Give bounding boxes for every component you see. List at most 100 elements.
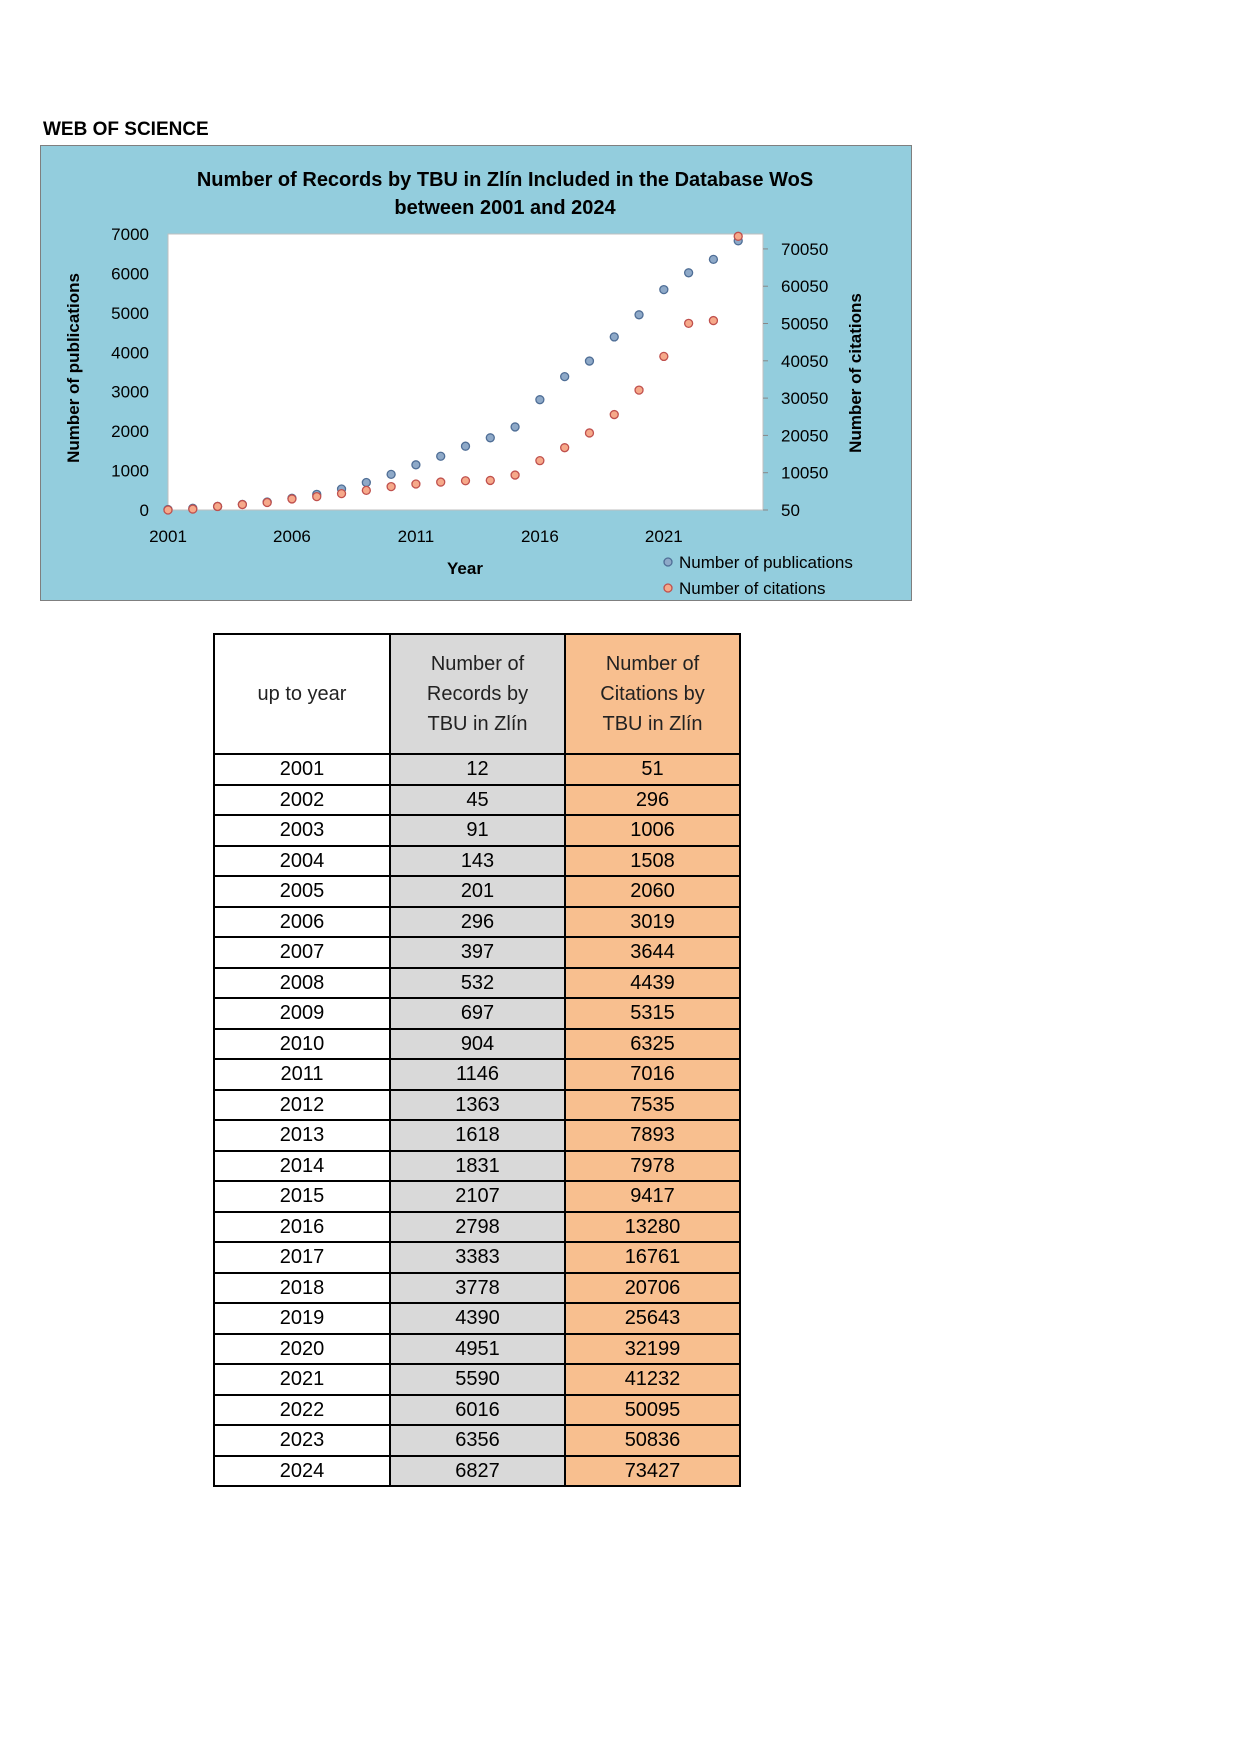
cell-records: 1363 [389, 1088, 566, 1121]
cell-citations: 3644 [564, 936, 741, 969]
cell-year: 2001 [213, 753, 391, 786]
y-tick-label: 5000 [111, 304, 149, 323]
cell-year: 2003 [213, 814, 391, 847]
table-row: 2020 4951 32199 [213, 1332, 741, 1365]
cell-citations: 73427 [564, 1454, 741, 1487]
table-row: 2008 532 4439 [213, 966, 741, 999]
x-tick-label: 2001 [149, 527, 187, 546]
y2-tick-label: 20050 [781, 426, 828, 445]
cell-records: 1146 [389, 1058, 566, 1091]
data-point-publications [659, 284, 669, 295]
chart: Number of Records by TBU in Zlín Include… [40, 145, 912, 601]
data-point-publications [386, 469, 396, 480]
cell-citations: 9417 [564, 1180, 741, 1213]
cell-records: 143 [389, 844, 566, 877]
cell-citations: 1508 [564, 844, 741, 877]
cell-year: 2010 [213, 1027, 391, 1060]
table-row: 2004 143 1508 [213, 844, 741, 877]
table-row: 2007 397 3644 [213, 936, 741, 969]
y-tick-label: 3000 [111, 383, 149, 402]
data-point-publications [460, 441, 471, 451]
table-row: 2018 3778 20706 [213, 1271, 741, 1304]
cell-citations: 7978 [564, 1149, 741, 1182]
header-year: up to year [213, 633, 391, 755]
table-row: 2013 1618 7893 [213, 1119, 741, 1152]
cell-citations: 13280 [564, 1210, 741, 1243]
cell-year: 2019 [213, 1302, 391, 1335]
table-row: 2014 1831 7978 [213, 1149, 741, 1182]
table-row: 2001 12 51 [213, 753, 741, 786]
data-point-citations [361, 485, 371, 496]
y-tick-label: 1000 [111, 462, 149, 481]
cell-year: 2017 [213, 1241, 391, 1274]
table-row: 2024 6827 73427 [213, 1454, 741, 1487]
cell-citations: 32199 [564, 1332, 741, 1365]
table-row: 2017 3383 16761 [213, 1241, 741, 1274]
cell-year: 2008 [213, 966, 391, 999]
cell-citations: 4439 [564, 966, 741, 999]
data-point-publications [683, 268, 694, 278]
legend-label: Number of citations [679, 579, 825, 598]
table-row: 2005 201 2060 [213, 875, 741, 908]
cell-citations: 41232 [564, 1363, 741, 1396]
cell-citations: 2060 [564, 875, 741, 908]
data-point-citations [436, 477, 446, 487]
data-point-citations [485, 475, 495, 486]
cell-records: 6827 [389, 1454, 566, 1487]
data-point-citations [708, 315, 719, 326]
table-row: 2015 2107 9417 [213, 1180, 741, 1213]
y2-axis-label: Number of citations [846, 293, 865, 453]
data-point-publications [361, 477, 371, 488]
cell-records: 4390 [389, 1302, 566, 1335]
x-tick-label: 2006 [273, 527, 311, 546]
table-row: 2006 296 3019 [213, 905, 741, 938]
table-row: 2016 2798 13280 [213, 1210, 741, 1243]
cell-year: 2011 [213, 1058, 391, 1091]
y-tick-label: 0 [140, 501, 149, 520]
cell-year: 2002 [213, 783, 391, 816]
data-point-publications [485, 433, 495, 443]
table-row: 2011 1146 7016 [213, 1058, 741, 1091]
cell-citations: 7016 [564, 1058, 741, 1091]
data-point-citations [312, 491, 322, 502]
chart-title-line: between 2001 and 2024 [394, 197, 616, 219]
data-point-citations [336, 488, 347, 499]
data-point-citations [411, 479, 421, 489]
y-tick-label: 6000 [111, 264, 149, 283]
y-tick-label: 7000 [111, 225, 149, 244]
cell-citations: 6325 [564, 1027, 741, 1060]
table-row: 2003 91 1006 [213, 814, 741, 847]
cell-records: 4951 [389, 1332, 566, 1365]
cell-records: 12 [389, 753, 566, 786]
cell-citations: 50836 [564, 1424, 741, 1457]
cell-year: 2005 [213, 875, 391, 908]
cell-records: 91 [389, 814, 566, 847]
data-point-publications [436, 451, 446, 461]
table-row: 2009 697 5315 [213, 997, 741, 1030]
data-point-citations [237, 499, 248, 510]
data-point-citations [262, 497, 272, 508]
cell-year: 2014 [213, 1149, 391, 1182]
cell-records: 45 [389, 783, 566, 816]
cell-citations: 7535 [564, 1088, 741, 1121]
chart-svg: Number of Records by TBU in Zlín Include… [64, 169, 865, 598]
cell-citations: 20706 [564, 1271, 741, 1304]
header-citations-label: Number of Citations by TBU in Zlín [600, 653, 705, 735]
table-row: 2023 6356 50836 [213, 1424, 741, 1457]
cell-year: 2012 [213, 1088, 391, 1121]
cell-year: 2024 [213, 1454, 391, 1487]
data-point-citations [287, 494, 297, 504]
table-row: 2022 6016 50095 [213, 1393, 741, 1426]
data-point-citations [733, 231, 743, 241]
data-point-citations [659, 351, 669, 362]
cell-records: 201 [389, 875, 566, 908]
data-point-citations [510, 470, 520, 480]
section-heading: WEB OF SCIENCE [43, 119, 209, 140]
cell-year: 2006 [213, 905, 391, 938]
cell-year: 2009 [213, 997, 391, 1030]
data-point-citations [163, 505, 173, 515]
y2-tick-label: 60050 [781, 277, 828, 296]
x-tick-label: 2021 [645, 527, 683, 546]
table-row: 2002 45 296 [213, 783, 741, 816]
data-table: up to year Number of Records by TBU in Z… [213, 633, 741, 1487]
